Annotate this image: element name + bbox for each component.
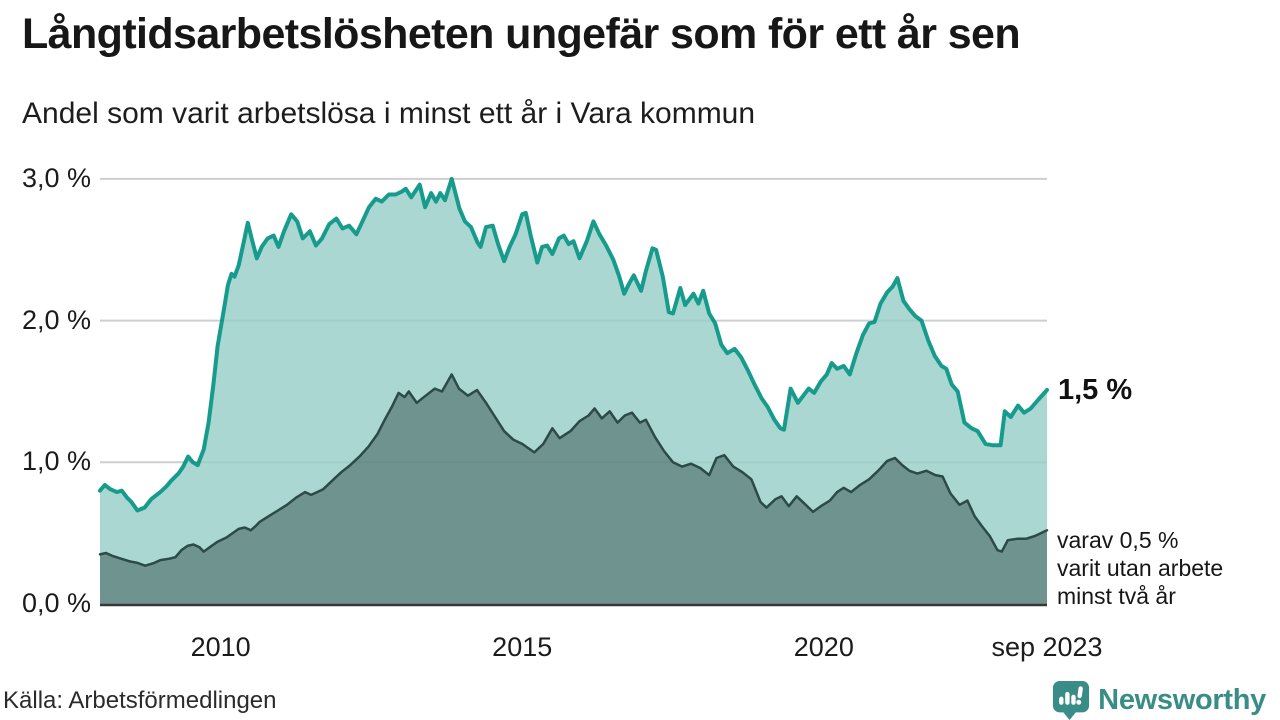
x-axis-tick-label: 2015 bbox=[492, 632, 553, 662]
annotation-note: varav 0,5 % varit utan arbete minst två … bbox=[1057, 527, 1224, 609]
y-axis-tick-label: 2,0 % bbox=[22, 304, 92, 335]
newsworthy-logo-icon bbox=[1053, 681, 1090, 720]
page-title: Långtidsarbetslösheten ungefär som för e… bbox=[22, 10, 1021, 58]
y-axis-tick-label: 1,0 % bbox=[22, 446, 92, 477]
line-series-2 bbox=[98, 373, 1049, 567]
source-note: Källa: Arbetsförmedlingen bbox=[3, 687, 277, 714]
area-series-2 bbox=[100, 374, 1047, 604]
y-axis-tick-label: 3,0 % bbox=[22, 162, 92, 193]
y-axis-tick-label: 0,0 % bbox=[22, 588, 92, 618]
line-series-1 bbox=[98, 176, 1049, 513]
newsworthy-logo-text: Newsworthy bbox=[1098, 683, 1266, 716]
latest-value-label: 1,5 % bbox=[1058, 374, 1133, 406]
x-axis-tick-label: sep 2023 bbox=[991, 632, 1103, 662]
x-axis-tick-label: 2020 bbox=[793, 632, 854, 662]
chart-subtitle: Andel som varit arbetslösa i minst ett å… bbox=[22, 97, 756, 130]
x-axis-tick-label: 2010 bbox=[190, 632, 251, 662]
newsworthy-logo: Newsworthy bbox=[1052, 680, 1266, 720]
